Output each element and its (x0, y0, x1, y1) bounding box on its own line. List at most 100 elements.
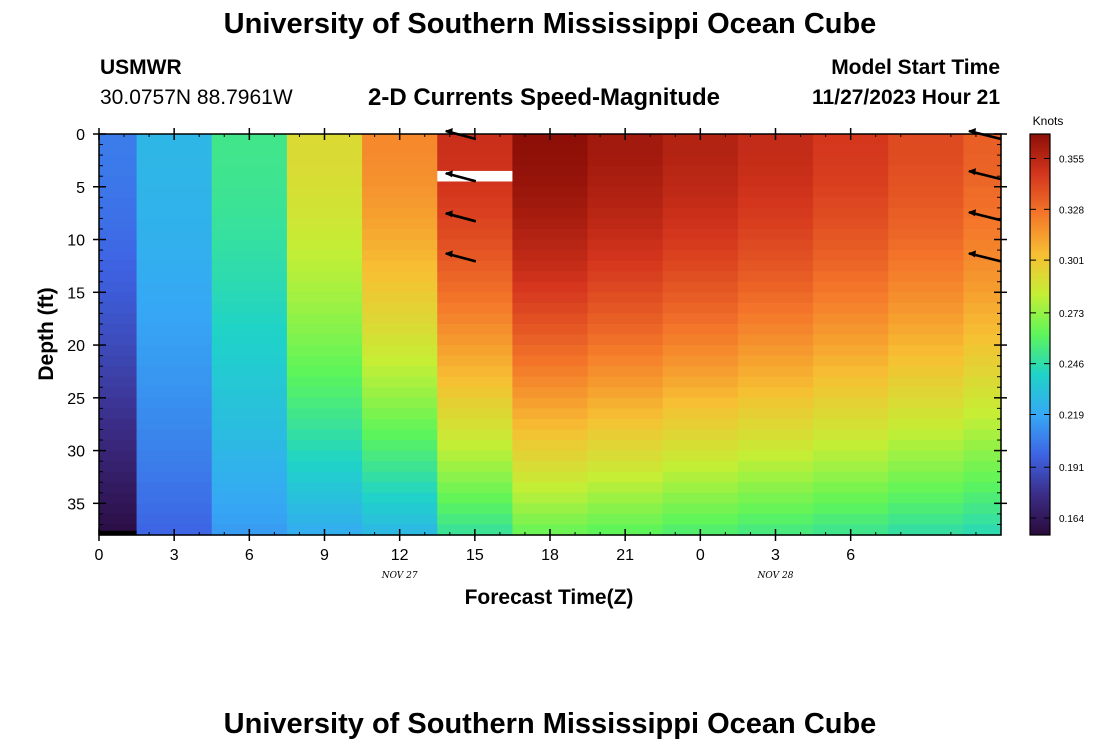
heatmap-cell (587, 366, 664, 378)
heatmap-cell (136, 260, 213, 272)
heatmap-cell (136, 186, 213, 198)
heatmap-cell (136, 397, 213, 409)
heatmap-cell (813, 197, 889, 209)
heatmap-cell (286, 345, 363, 357)
heatmap-cell (362, 239, 438, 251)
heatmap-cell (737, 271, 814, 283)
heatmap-cell (587, 155, 664, 167)
current-vector-head (444, 250, 453, 258)
heatmap-cell (963, 165, 1002, 177)
heatmap-cell (963, 418, 1002, 431)
heatmap-cell (587, 207, 664, 220)
heatmap-cell (99, 387, 138, 399)
colorbar: Knots 0.164 0.191 0.219 0.246 0.273 0.301 0.32… (1029, 114, 1084, 536)
heatmap-cell (888, 355, 965, 367)
heatmap-cell (286, 250, 363, 262)
heatmap-cell (737, 408, 814, 420)
axis-layer: 0 5 10 15 20 25 30 35 0 3 6 9 12 15 18 21 0 3 6 NOV 27 NOV 2… (67, 127, 1007, 581)
heatmap-cell (211, 281, 288, 293)
footer-title: University of Southern Mississippi Ocean… (223, 708, 877, 740)
heatmap-cell (211, 429, 288, 441)
heatmap-cell (587, 165, 664, 177)
heatmap-cell (963, 513, 1002, 526)
heatmap-cell (662, 144, 739, 156)
heatmap-cell (211, 155, 288, 167)
heatmap-cell (512, 513, 589, 526)
heatmap-cell (737, 197, 814, 209)
heatmap-cell (362, 260, 438, 272)
heatmap-cell (587, 334, 664, 346)
heatmap-cell (813, 418, 889, 431)
heatmap-cell (437, 355, 514, 367)
heatmap-cell (662, 207, 739, 220)
heatmap-cell (963, 186, 1002, 198)
y-tick-label: 15 (67, 285, 85, 302)
x-tick-label: 21 (616, 547, 634, 564)
currents-chart: 0 5 10 15 20 25 30 35 0 3 6 9 12 15 18 21 0 3 6 NOV 27 NOV 2… (35, 114, 1084, 609)
heatmap-cell (211, 440, 288, 452)
heatmap-cell (662, 482, 739, 494)
heatmap-cell (813, 376, 889, 388)
heatmap-cell (888, 387, 965, 399)
heatmap-cell (362, 302, 438, 314)
heatmap-cell (888, 228, 965, 241)
heatmap-cell (286, 334, 363, 346)
heatmap-cell (963, 440, 1002, 452)
heatmap-cell (136, 218, 213, 230)
heatmap-cell (963, 450, 1002, 462)
heatmap-cell (99, 302, 138, 314)
heatmap-cell (136, 271, 213, 283)
heatmap-cell (136, 513, 213, 526)
heatmap-cell (587, 429, 664, 441)
heatmap-cell (362, 513, 438, 526)
heatmap-cell (662, 408, 739, 420)
y-tick-label: 0 (76, 127, 85, 144)
heatmap-cell (99, 281, 138, 293)
heatmap-cell (512, 292, 589, 304)
heatmap-cell (662, 186, 739, 198)
heatmap-cell (587, 450, 664, 462)
heatmap-cell (662, 165, 739, 177)
heatmap-cell (963, 228, 1002, 241)
heatmap-cell (963, 313, 1002, 325)
heatmap-cell (136, 165, 213, 177)
heatmap-cell (813, 461, 889, 473)
heatmap-cell (512, 376, 589, 388)
heatmap-cell (963, 176, 1002, 188)
station-id: USMWR (100, 56, 182, 79)
heatmap-cell (963, 302, 1002, 314)
heatmap-cell (512, 503, 589, 515)
heatmap-cell (587, 418, 664, 431)
heatmap-cell (512, 482, 589, 494)
heatmap-cell (888, 408, 965, 420)
heatmap-cell (512, 450, 589, 462)
heatmap-cell (362, 207, 438, 220)
heatmap-cell (587, 440, 664, 452)
heatmap-cell (136, 471, 213, 483)
heatmap-cell (136, 450, 213, 462)
heatmap-cell (286, 408, 363, 420)
heatmap-cell (99, 228, 138, 241)
heatmap-cell (99, 239, 138, 251)
heatmap-cell (662, 513, 739, 526)
colorbar-tick-label: 0.246 (1059, 360, 1084, 371)
heatmap-cell (888, 471, 965, 483)
heatmap-cell (362, 418, 438, 431)
plot-subtitle: 2-D Currents Speed-Magnitude (368, 84, 721, 111)
heatmap-cell (888, 155, 965, 167)
heatmap-cell (963, 482, 1002, 494)
heatmap-cell (211, 292, 288, 304)
heatmap-cell (211, 302, 288, 314)
heatmap-cell (437, 239, 514, 251)
heatmap-cell (587, 197, 664, 209)
heatmap-cell (963, 355, 1002, 367)
heatmap-cell (99, 271, 138, 283)
heatmap-cell (737, 355, 814, 367)
heatmap-cell (512, 207, 589, 220)
heatmap-cell (286, 503, 363, 515)
heatmap-cell (662, 239, 739, 251)
heatmap-cell (512, 228, 589, 241)
heatmap-cell (136, 250, 213, 262)
heatmap-cell (888, 271, 965, 283)
heatmap-cell (813, 440, 889, 452)
